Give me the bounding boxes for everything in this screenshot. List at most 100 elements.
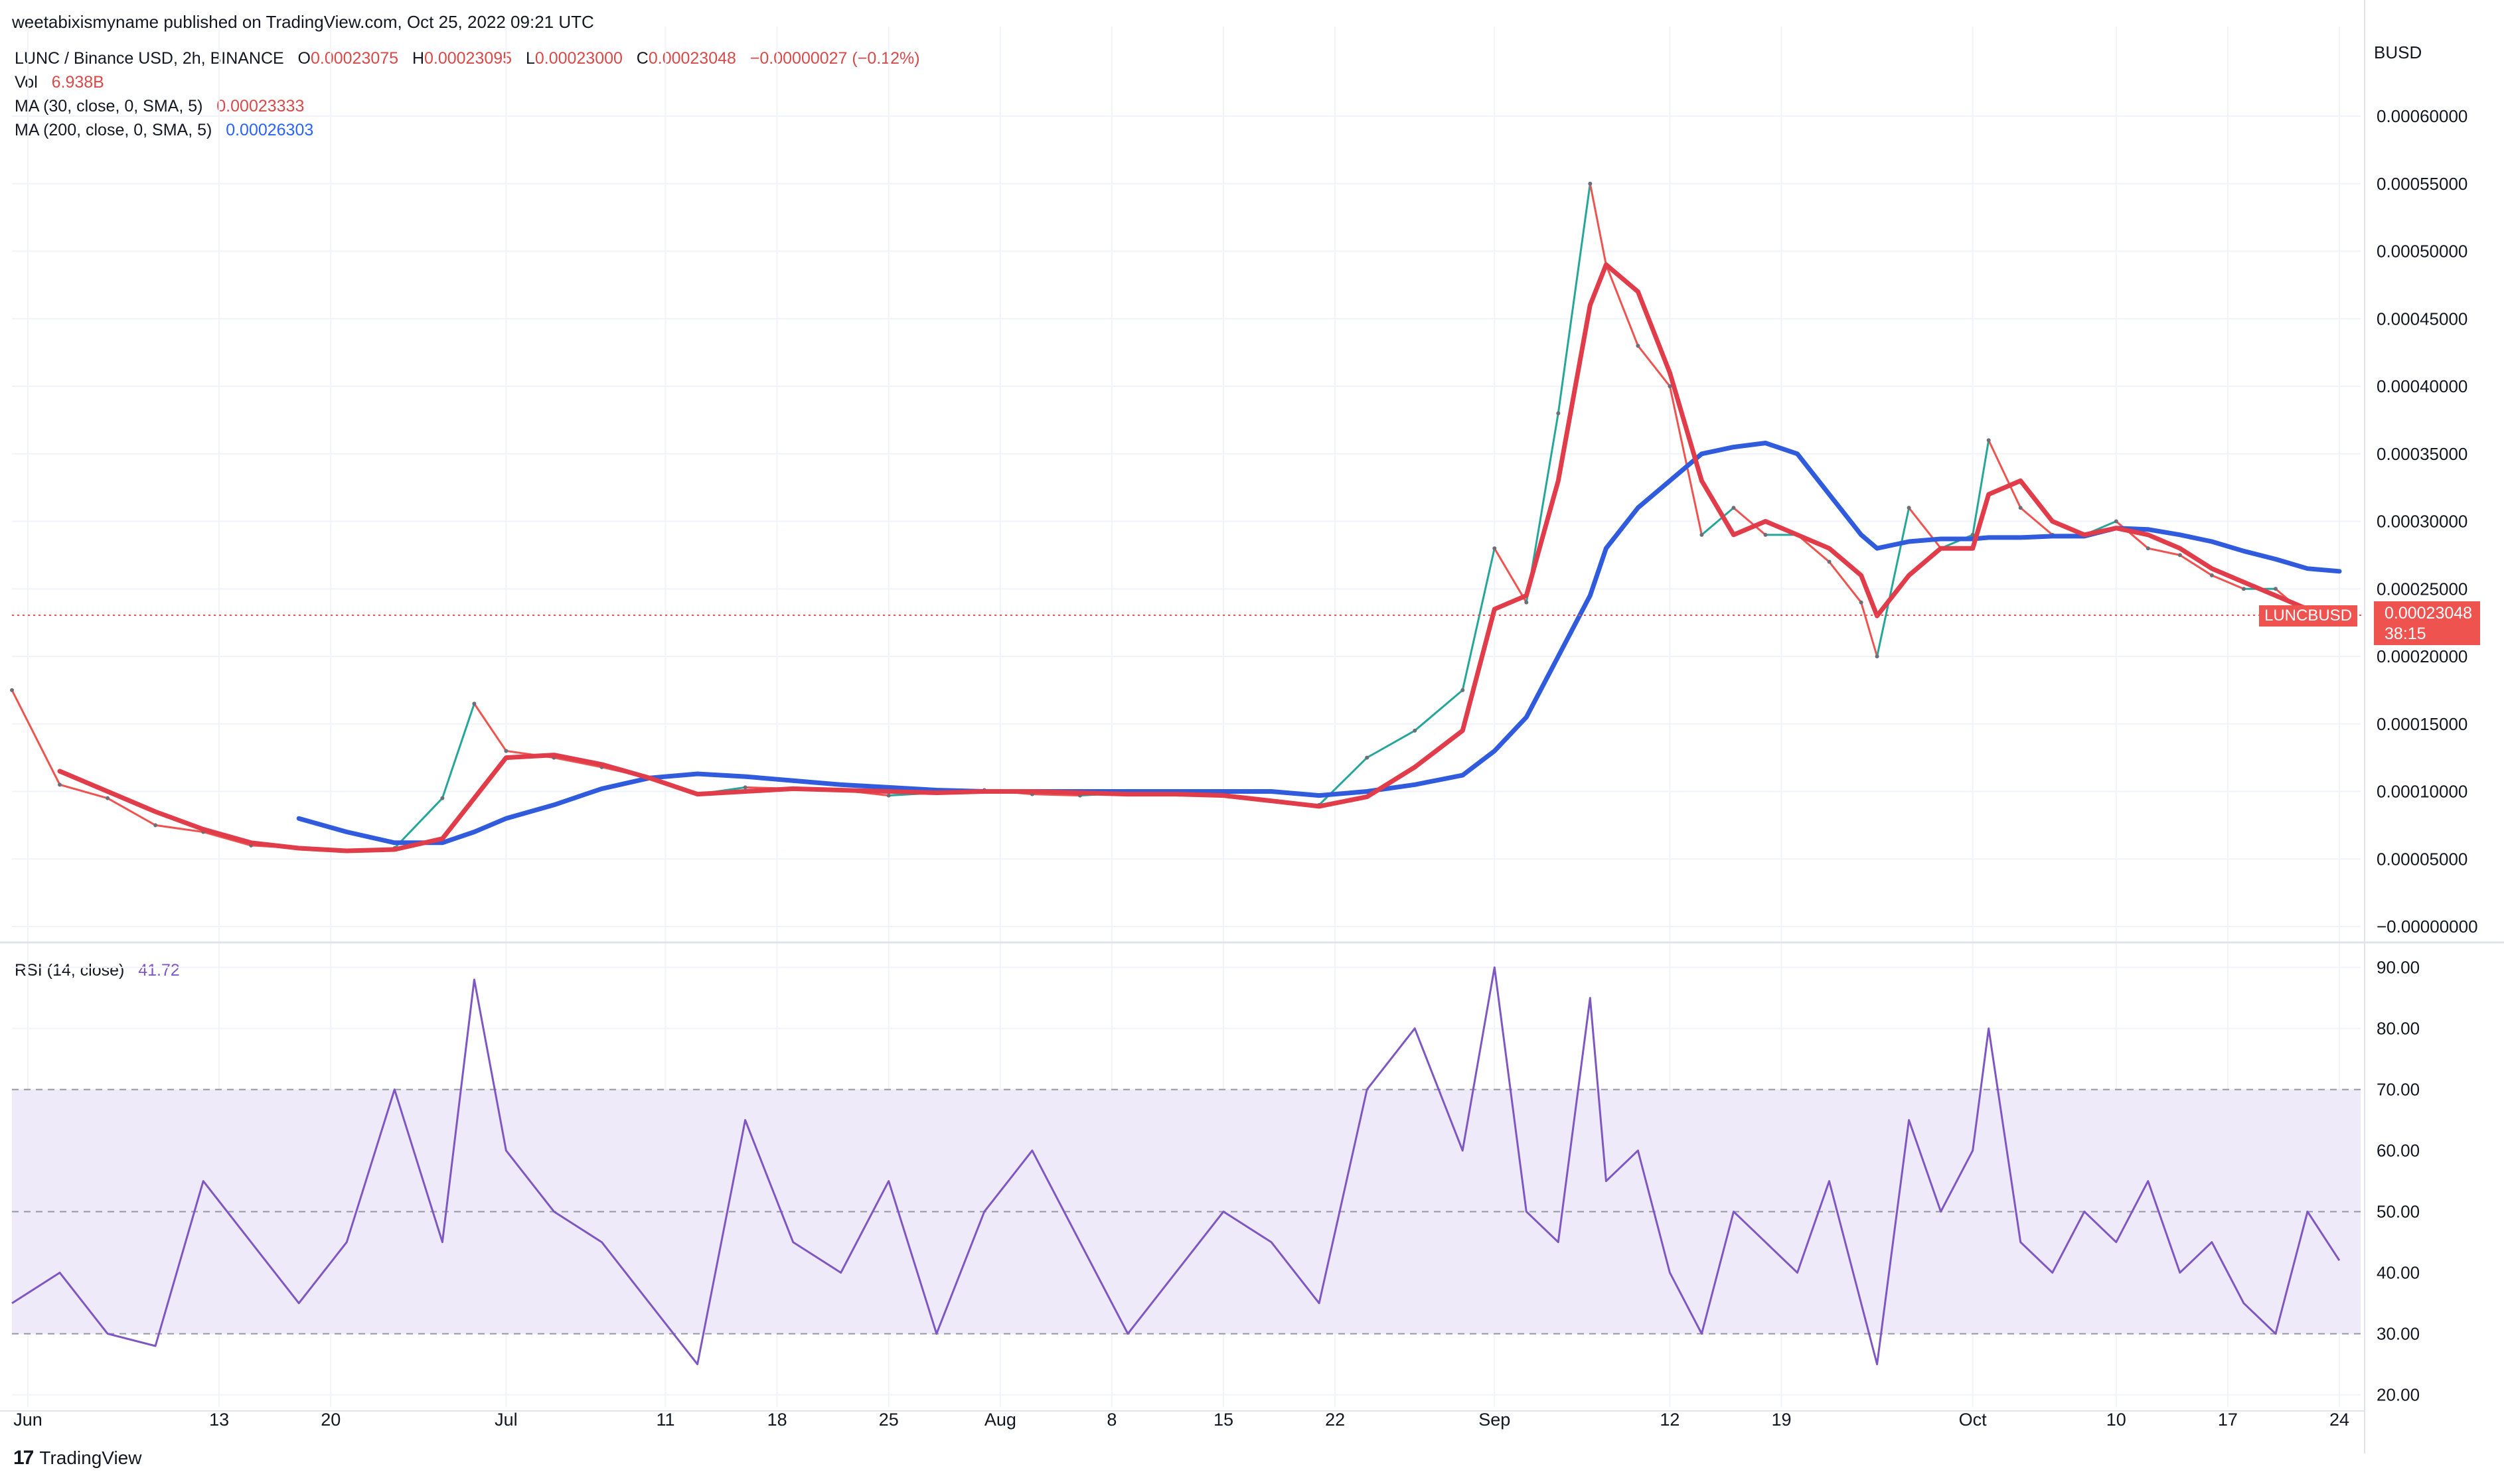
price-tick-label: 0.00030000 (2377, 512, 2467, 532)
price-segment (1589, 183, 1607, 265)
time-tick-label: 20 (321, 1410, 341, 1430)
ma200-label: MA (200, close, 0, SMA, 5) (15, 121, 212, 139)
price-tick-label: 0.00015000 (2377, 714, 2467, 734)
price-segment (1414, 689, 1464, 732)
price-point (1907, 506, 1911, 510)
price-segment (554, 757, 602, 769)
price-segment (1988, 439, 2022, 508)
time-tick-label: 24 (2329, 1410, 2349, 1430)
open-label: O (297, 49, 311, 68)
price-point (153, 823, 158, 828)
price-tick-label: 0.00005000 (2377, 849, 2467, 869)
bar-countdown: 38:15 (2385, 625, 2426, 643)
rsi-line (11, 966, 2341, 1366)
rsi-tick-label: 50.00 (2377, 1202, 2420, 1222)
time-tick-label: 18 (767, 1410, 787, 1430)
rsi-guide-lines (12, 1088, 2361, 1335)
symbol-title: LUNC / Binance USD, 2h, BINANCE (15, 49, 284, 68)
rsi-legend[interactable]: RSI (14, close) 41.72 (15, 961, 180, 980)
price-point (1492, 546, 1497, 551)
tick-labels: 0.00060000 0.00055000 0.00050000 0.00045000… (13, 42, 2477, 1430)
ma200-line (296, 441, 2342, 846)
time-tick-label: Oct (1959, 1410, 1988, 1430)
time-tick-label: 15 (1213, 1410, 1233, 1430)
price-segment (1828, 561, 1862, 603)
series-layer (10, 181, 2342, 1366)
price-segment (1493, 548, 1527, 603)
rsi-tick-label: 30.00 (2377, 1324, 2420, 1344)
price-tick-label: 0.00020000 (2377, 646, 2467, 666)
price-tick-label: 0.00055000 (2377, 174, 2467, 194)
price-tick-label: 0.00010000 (2377, 782, 2467, 802)
price-segment (1972, 440, 1990, 536)
high-value: 0.00023095 (424, 49, 512, 68)
price-point (1588, 181, 1593, 186)
price-point (886, 793, 891, 798)
ma200-value: 0.00026303 (226, 121, 314, 139)
price-segment (394, 797, 443, 850)
price-point (504, 749, 509, 753)
price-point (10, 688, 14, 692)
price-tick-label: 0.00025000 (2377, 579, 2467, 599)
price-segment (1733, 507, 1766, 536)
price-point (1986, 438, 1991, 443)
price-tick-label: 0.00050000 (2377, 242, 2467, 261)
volume-value: 6.938B (51, 73, 104, 92)
tradingview-footer[interactable]: 17 TradingView (13, 1447, 141, 1469)
ma200-legend[interactable]: MA (200, close, 0, SMA, 5) 0.00026303 (15, 121, 313, 140)
price-segment (2211, 574, 2244, 590)
price-segment (2179, 554, 2213, 577)
price-tick-label: 0.00035000 (2377, 444, 2467, 464)
close-label: C (636, 49, 649, 68)
price-point (1699, 532, 1704, 537)
price-segment (59, 783, 108, 800)
time-tick-label: Sep (1478, 1410, 1510, 1430)
price-point (2114, 519, 2118, 524)
price-segment (202, 831, 252, 847)
tradingview-logo-icon: 17 (13, 1447, 34, 1469)
price-segment (11, 690, 61, 786)
price-segment (1637, 345, 1671, 387)
price-point (106, 796, 110, 800)
last-price-tag: 0.00023048 38:15 (2374, 601, 2480, 645)
price-segment (2019, 507, 2053, 536)
time-tick-label: 11 (657, 1410, 675, 1430)
price-point (1413, 728, 1417, 733)
price-point (1556, 411, 1561, 415)
open-value: 0.00023075 (311, 49, 399, 68)
price-point (1460, 688, 1465, 692)
rsi-tick-label: 70.00 (2377, 1080, 2420, 1100)
price-point (1763, 532, 1768, 537)
price-tick-label: 0.00040000 (2377, 376, 2467, 396)
price-point (1524, 600, 1529, 605)
volume-legend[interactable]: Vol 6.938B (15, 73, 104, 92)
price-point (1636, 343, 1640, 348)
price-point (2177, 553, 2182, 557)
axes (0, 0, 2504, 1453)
price-segment (1668, 386, 1703, 536)
low-label: L (525, 49, 535, 68)
price-point (1827, 559, 1832, 564)
price-point (2273, 587, 2278, 591)
time-tick-label: 22 (1325, 1410, 1345, 1430)
volume-label: Vol (15, 73, 38, 92)
rsi-label: RSI (14, close) (15, 961, 125, 980)
tradingview-brand: TradingView (39, 1447, 142, 1468)
price-point (1731, 506, 1736, 510)
price-segment (107, 797, 156, 826)
time-tick-label: 25 (879, 1410, 899, 1430)
price-segment (1557, 183, 1591, 413)
ma30-line (57, 262, 2342, 853)
symbol-legend[interactable]: LUNC / Binance USD, 2h, BINANCE O0.00023… (15, 49, 920, 68)
time-tick-label: Jul (495, 1410, 518, 1430)
price-point (1859, 600, 1863, 605)
price-point (1668, 384, 1672, 388)
ma30-legend[interactable]: MA (30, close, 0, SMA, 5) 0.00023333 (15, 97, 304, 116)
time-tick-label: Aug (984, 1410, 1016, 1430)
time-tick-label: 17 (2218, 1410, 2238, 1430)
price-point (58, 782, 62, 787)
price-point (743, 785, 747, 790)
rsi-tick-label: 80.00 (2377, 1019, 2420, 1039)
price-segment (441, 703, 475, 799)
